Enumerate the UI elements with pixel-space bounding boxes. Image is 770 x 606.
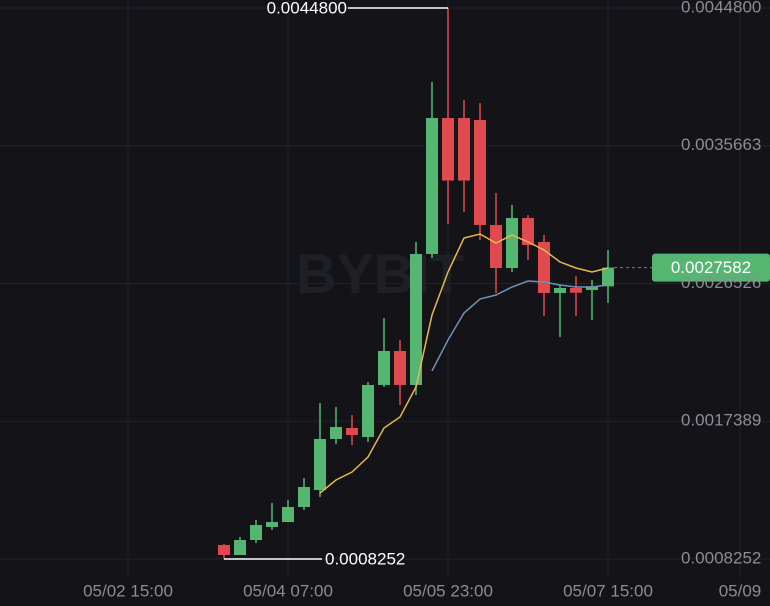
y-tick-label: 0.0008252 (681, 548, 761, 567)
candle-body (554, 287, 566, 294)
x-tick-label: 05/02 15:00 (83, 581, 173, 600)
candle-body (266, 522, 278, 527)
candle-body (282, 507, 294, 523)
candle-body (442, 118, 454, 181)
candle-body (378, 351, 390, 385)
moving-average-line (431, 280, 609, 372)
x-tick-label: 05/07 15:00 (563, 581, 653, 600)
candle-body (314, 438, 326, 491)
candle-body (570, 287, 582, 293)
candle-body (250, 525, 262, 541)
candle-body (474, 120, 486, 226)
y-tick-label: 0.0044800 (681, 0, 761, 16)
candle-body (330, 426, 342, 439)
candle-body (298, 487, 310, 508)
candle-body (602, 267, 614, 287)
candle-body (218, 544, 230, 556)
axes: 0.0008252 0.0017389 0.0026526 0.0035663 0.00… (83, 0, 761, 600)
high-label: 0.0044800 (267, 0, 347, 17)
moving-average-line (319, 233, 609, 494)
x-tick-label: 05/04 07:00 (243, 581, 333, 600)
y-tick-label: 0.0017389 (681, 411, 761, 430)
candle-body (458, 118, 470, 181)
x-tick-label: 05/09 (719, 581, 762, 600)
last-price-label: 0.0027582 (671, 258, 751, 277)
candle-body (234, 540, 246, 556)
candle-body (522, 217, 534, 246)
candle-body (586, 286, 598, 291)
x-tick-label: 05/05 23:00 (403, 581, 493, 600)
candle-body (394, 351, 406, 385)
low-label: 0.0008252 (325, 549, 405, 568)
plot: 0.0044800 0.0008252 0.0027582 (218, 0, 770, 568)
candle-body (506, 217, 518, 269)
candle-body (362, 384, 374, 437)
last-price-tag (652, 253, 770, 282)
candle-body (538, 242, 550, 294)
candle-body (410, 254, 422, 385)
candle-body (346, 427, 358, 435)
y-tick-label: 0.0035663 (681, 135, 761, 154)
y-tick-label: 0.0026526 (681, 273, 761, 292)
candle-body (490, 225, 502, 269)
candle-body (426, 118, 438, 255)
